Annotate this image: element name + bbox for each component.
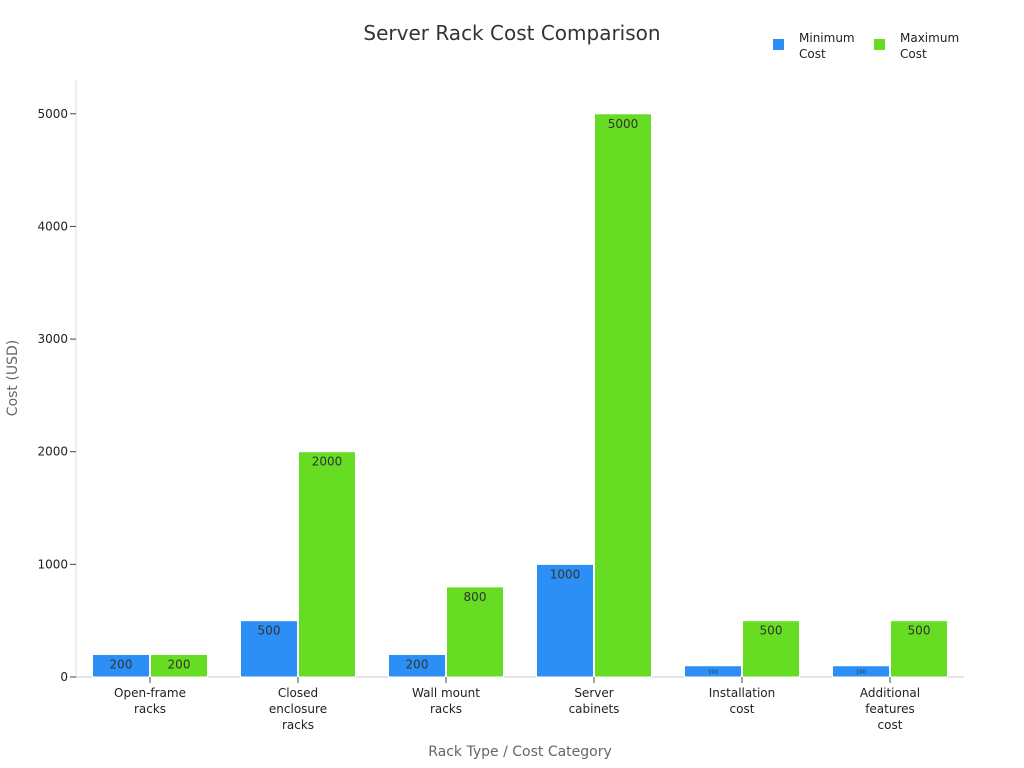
- x-axis-ticks: Open-frame racks Closed enclosure racks Wall …: [114, 677, 920, 732]
- y-axis-title: Cost (USD): [5, 340, 21, 416]
- bars: [92, 113, 948, 678]
- x-tick-label: Wall mount racks: [412, 686, 480, 716]
- x-tick-label: Closed enclosure racks: [269, 686, 327, 732]
- bar-minimum-5: [832, 665, 890, 678]
- y-tick-label: 3000: [37, 332, 68, 346]
- bar-maximum-5: [890, 620, 948, 678]
- y-tick-label: 1000: [37, 557, 68, 571]
- data-label: 100: [856, 669, 866, 675]
- data-label: 500: [258, 624, 281, 638]
- data-label: 500: [760, 624, 783, 638]
- data-label: 200: [110, 657, 133, 671]
- y-tick-label: 0: [60, 670, 68, 684]
- y-axis-ticks: 0 1000 2000 3000 4000 5000: [37, 107, 76, 684]
- x-tick-label: Installation cost: [709, 686, 775, 716]
- bar-minimum-1: [240, 620, 298, 678]
- axes: [75, 80, 964, 678]
- x-tick-label: Server cabinets: [569, 686, 620, 716]
- bar-maximum-2: [446, 586, 504, 678]
- bar-maximum-4: [742, 620, 800, 678]
- bar-minimum-3: [536, 563, 594, 678]
- legend-label-maximum: Maximum Cost: [900, 31, 959, 61]
- data-label: 2000: [312, 455, 343, 469]
- bar-maximum-0: [150, 653, 208, 678]
- data-label: 200: [168, 657, 191, 671]
- y-tick-label: 5000: [37, 107, 68, 121]
- legend-swatch-maximum: [874, 39, 885, 50]
- legend-swatch-minimum: [773, 39, 784, 50]
- chart-title: Server Rack Cost Comparison: [363, 21, 660, 45]
- x-tick-label: Open-frame racks: [114, 686, 186, 716]
- data-label: 100: [708, 669, 718, 675]
- data-label: 1000: [550, 567, 581, 581]
- data-labels: 200 200 500 2000 200 800 1000 5000 100 500 100 500: [110, 117, 931, 676]
- bar-maximum-1: [298, 451, 356, 678]
- y-tick-label: 4000: [37, 219, 68, 233]
- bar-minimum-4: [684, 665, 742, 678]
- data-label: 800: [464, 590, 487, 604]
- bar-minimum-0: [92, 653, 150, 678]
- bar-minimum-2: [388, 653, 446, 678]
- data-label: 200: [406, 657, 429, 671]
- data-label: 500: [908, 624, 931, 638]
- x-tick-label: Additional features cost: [860, 686, 920, 732]
- legend-label-minimum: Minimum Cost: [799, 31, 855, 61]
- x-axis-title: Rack Type / Cost Category: [428, 744, 612, 760]
- bar-maximum-3: [594, 113, 652, 678]
- y-tick-label: 2000: [37, 445, 68, 459]
- legend: Minimum Cost Maximum Cost: [773, 31, 959, 61]
- data-label: 5000: [608, 117, 639, 131]
